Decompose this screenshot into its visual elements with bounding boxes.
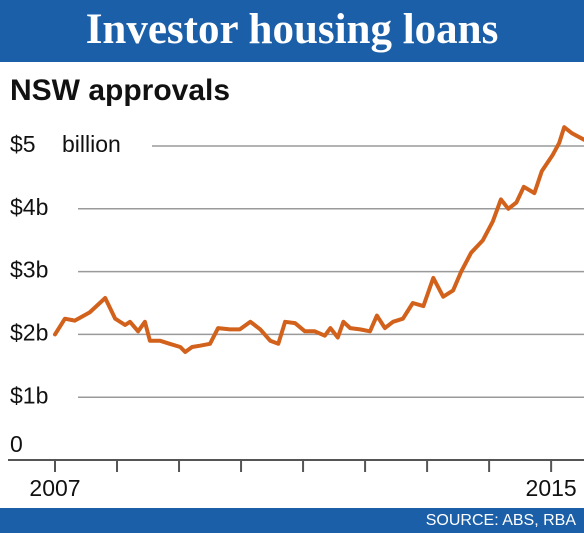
x-tick-label: 2015 — [526, 475, 577, 501]
y-tick-label: $2b — [10, 319, 48, 345]
chart-title: Investor housing loans — [86, 6, 499, 53]
y-tick-label: $3b — [10, 257, 48, 283]
y-tick-label: $5 — [10, 131, 36, 157]
source-note: SOURCE: ABS, RBA — [426, 512, 577, 529]
y-unit: billion — [62, 131, 121, 157]
header-band — [0, 0, 584, 62]
y-tick-label: 0 — [10, 431, 23, 457]
chart-subtitle: NSW approvals — [10, 74, 230, 107]
y-tick-label: $4b — [10, 194, 48, 220]
x-tick-label: 2007 — [29, 475, 80, 501]
footer-band — [0, 508, 584, 533]
data-line — [53, 125, 584, 354]
y-tick-label: $1b — [10, 382, 48, 408]
